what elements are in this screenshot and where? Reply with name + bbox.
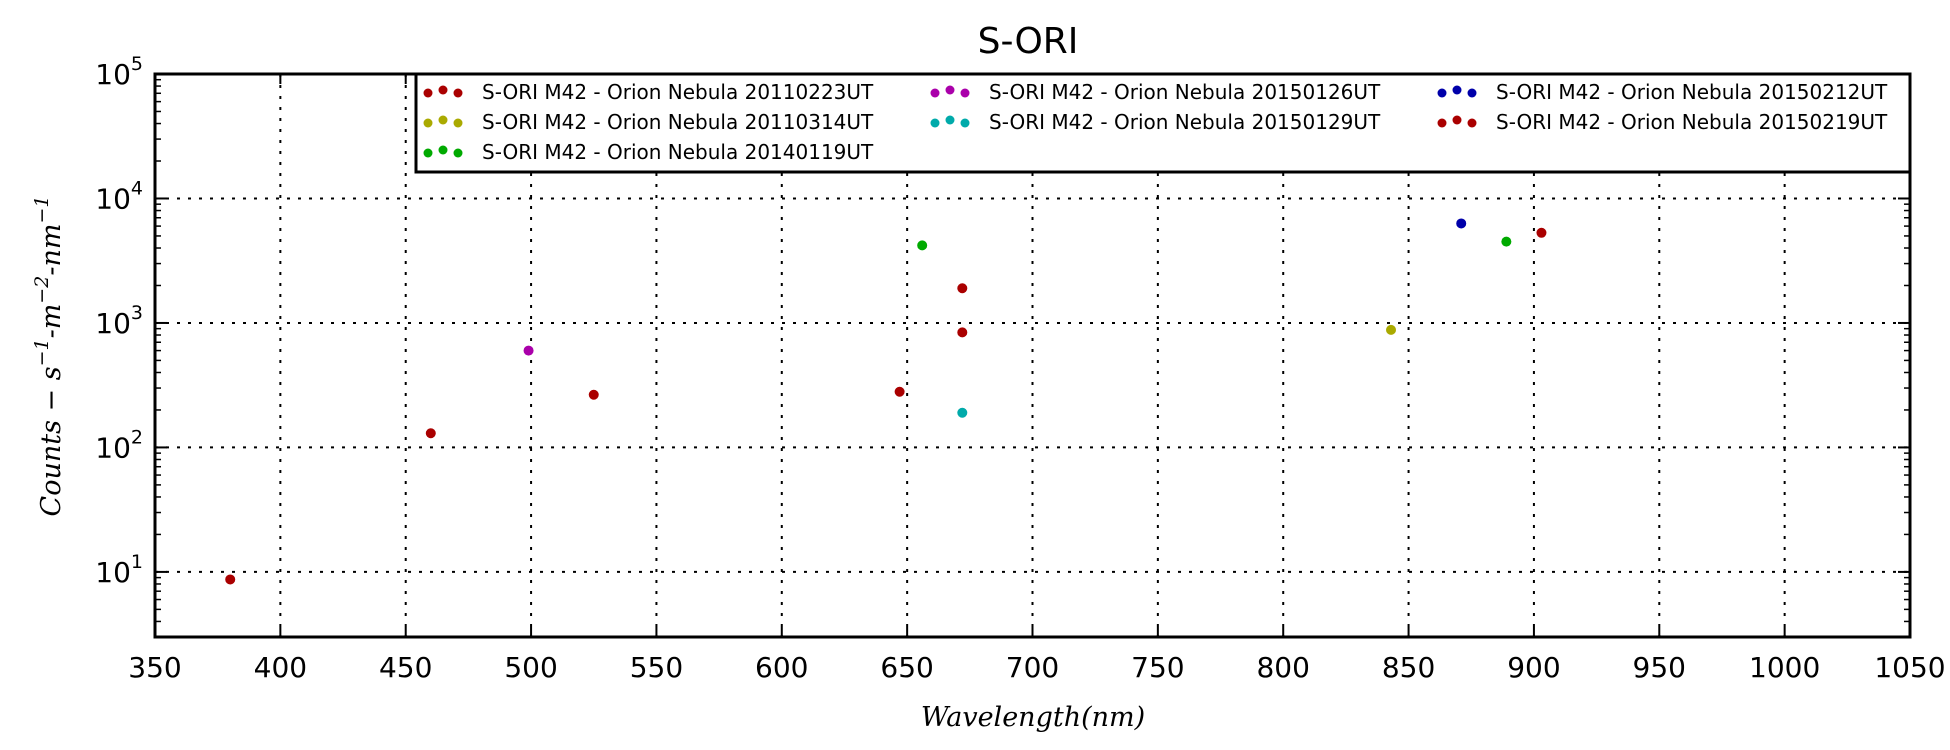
legend-label: S-ORI M42 - Orion Nebula 20150126UT <box>989 80 1381 104</box>
data-point <box>225 574 236 585</box>
y-tick-base: 10 <box>95 58 131 91</box>
legend-marker <box>438 115 448 125</box>
legend-label: S-ORI M42 - Orion Nebula 20110314UT <box>482 110 874 134</box>
x-tick-label: 850 <box>1382 651 1435 684</box>
x-tick-label: 350 <box>128 651 181 684</box>
y-tick-exponent: 3 <box>131 302 143 324</box>
y-axis-label-part: -m <box>36 304 67 339</box>
legend-box <box>414 72 1912 174</box>
x-tick-label: 800 <box>1256 651 1309 684</box>
x-tick-label: 1050 <box>1874 651 1945 684</box>
y-axis-label-part: −1 <box>31 196 53 224</box>
data-point <box>588 389 599 400</box>
y-tick-label: 101 <box>95 551 143 589</box>
y-tick-base: 10 <box>95 556 131 589</box>
x-tick-label: 650 <box>880 651 933 684</box>
legend-marker <box>1452 115 1462 125</box>
legend-item: S-ORI M42 - Orion Nebula 20150129UT <box>930 110 1381 134</box>
x-tick-label: 500 <box>504 651 557 684</box>
data-point <box>1386 324 1397 335</box>
legend-label: S-ORI M42 - Orion Nebula 20150219UT <box>1496 110 1888 134</box>
legend-marker <box>960 88 970 98</box>
legend-marker <box>1437 118 1447 128</box>
legend-item: S-ORI M42 - Orion Nebula 20110314UT <box>423 110 874 134</box>
x-tick-label: 600 <box>755 651 808 684</box>
y-tick-label: 104 <box>95 177 143 215</box>
legend-marker <box>423 88 433 98</box>
legend-marker <box>453 88 463 98</box>
legend-marker <box>438 145 448 155</box>
y-tick-exponent: 5 <box>131 53 143 75</box>
legend-marker <box>1467 118 1477 128</box>
data-points <box>225 218 1547 585</box>
data-point <box>957 327 968 338</box>
y-axis-label-part: -nm <box>36 224 67 276</box>
chart-title: S-ORI <box>978 21 1079 62</box>
data-point <box>523 345 534 356</box>
data-point <box>1456 218 1467 229</box>
legend-label: S-ORI M42 - Orion Nebula 20110223UT <box>482 80 874 104</box>
legend-item: S-ORI M42 - Orion Nebula 20150219UT <box>1437 110 1888 134</box>
y-axis-label-part: −2 <box>31 276 53 304</box>
y-tick-exponent: 2 <box>131 426 143 448</box>
legend-label: S-ORI M42 - Orion Nebula 20140119UT <box>482 140 874 164</box>
x-tick-label: 900 <box>1507 651 1560 684</box>
data-point <box>957 407 968 418</box>
legend-item: S-ORI M42 - Orion Nebula 20150212UT <box>1437 80 1888 104</box>
legend-marker <box>453 118 463 128</box>
y-axis-label: Counts − s−1-m−2-nm−1 <box>31 196 67 517</box>
x-tick-label: 750 <box>1131 651 1184 684</box>
x-axis-label-text: Wavelength(nm) <box>921 702 1145 733</box>
legend-marker <box>1437 88 1447 98</box>
legend: S-ORI M42 - Orion Nebula 20110223UT S-ORI… <box>414 72 1912 174</box>
legend-marker <box>423 148 433 158</box>
x-axis-label: Wavelength(nm) <box>921 702 1145 733</box>
legend-marker <box>930 88 940 98</box>
x-tick-label: 550 <box>630 651 683 684</box>
data-point <box>1501 236 1512 247</box>
y-tick-base: 10 <box>95 307 131 340</box>
legend-marker <box>945 115 955 125</box>
legend-marker <box>1467 88 1477 98</box>
legend-item: S-ORI M42 - Orion Nebula 20140119UT <box>423 140 874 164</box>
legend-marker <box>453 148 463 158</box>
data-point <box>894 386 905 397</box>
x-tick-label: 450 <box>379 651 432 684</box>
data-point <box>1536 227 1547 238</box>
data-point <box>957 283 968 294</box>
legend-marker <box>945 85 955 95</box>
y-axis-label-part: −1 <box>31 338 53 366</box>
y-tick-base: 10 <box>95 431 131 464</box>
data-point <box>425 428 436 439</box>
x-tick-label: 950 <box>1633 651 1686 684</box>
y-tick-base: 10 <box>95 182 131 215</box>
y-tick-label: 102 <box>95 426 143 464</box>
legend-marker <box>423 118 433 128</box>
x-tick-label: 1000 <box>1749 651 1820 684</box>
x-axis-ticks: 350 400 450 500 550 600 650 700 750 800 850 900 950 1… <box>128 74 1946 684</box>
y-tick-label: 103 <box>95 302 143 340</box>
legend-label: S-ORI M42 - Orion Nebula 20150212UT <box>1496 80 1888 104</box>
x-tick-label: 400 <box>254 651 307 684</box>
legend-marker <box>960 118 970 128</box>
data-point <box>917 240 928 251</box>
legend-item: S-ORI M42 - Orion Nebula 20150126UT <box>930 80 1381 104</box>
legend-marker <box>1452 85 1462 95</box>
legend-marker <box>930 118 940 128</box>
y-tick-exponent: 4 <box>131 177 143 199</box>
legend-item: S-ORI M42 - Orion Nebula 20110223UT <box>423 80 874 104</box>
legend-label: S-ORI M42 - Orion Nebula 20150129UT <box>989 110 1381 134</box>
legend-marker <box>438 85 448 95</box>
x-tick-label: 700 <box>1006 651 1059 684</box>
y-axis-label-part: Counts − s <box>36 366 67 516</box>
y-tick-label: 105 <box>95 53 143 91</box>
y-tick-exponent: 1 <box>131 551 143 573</box>
